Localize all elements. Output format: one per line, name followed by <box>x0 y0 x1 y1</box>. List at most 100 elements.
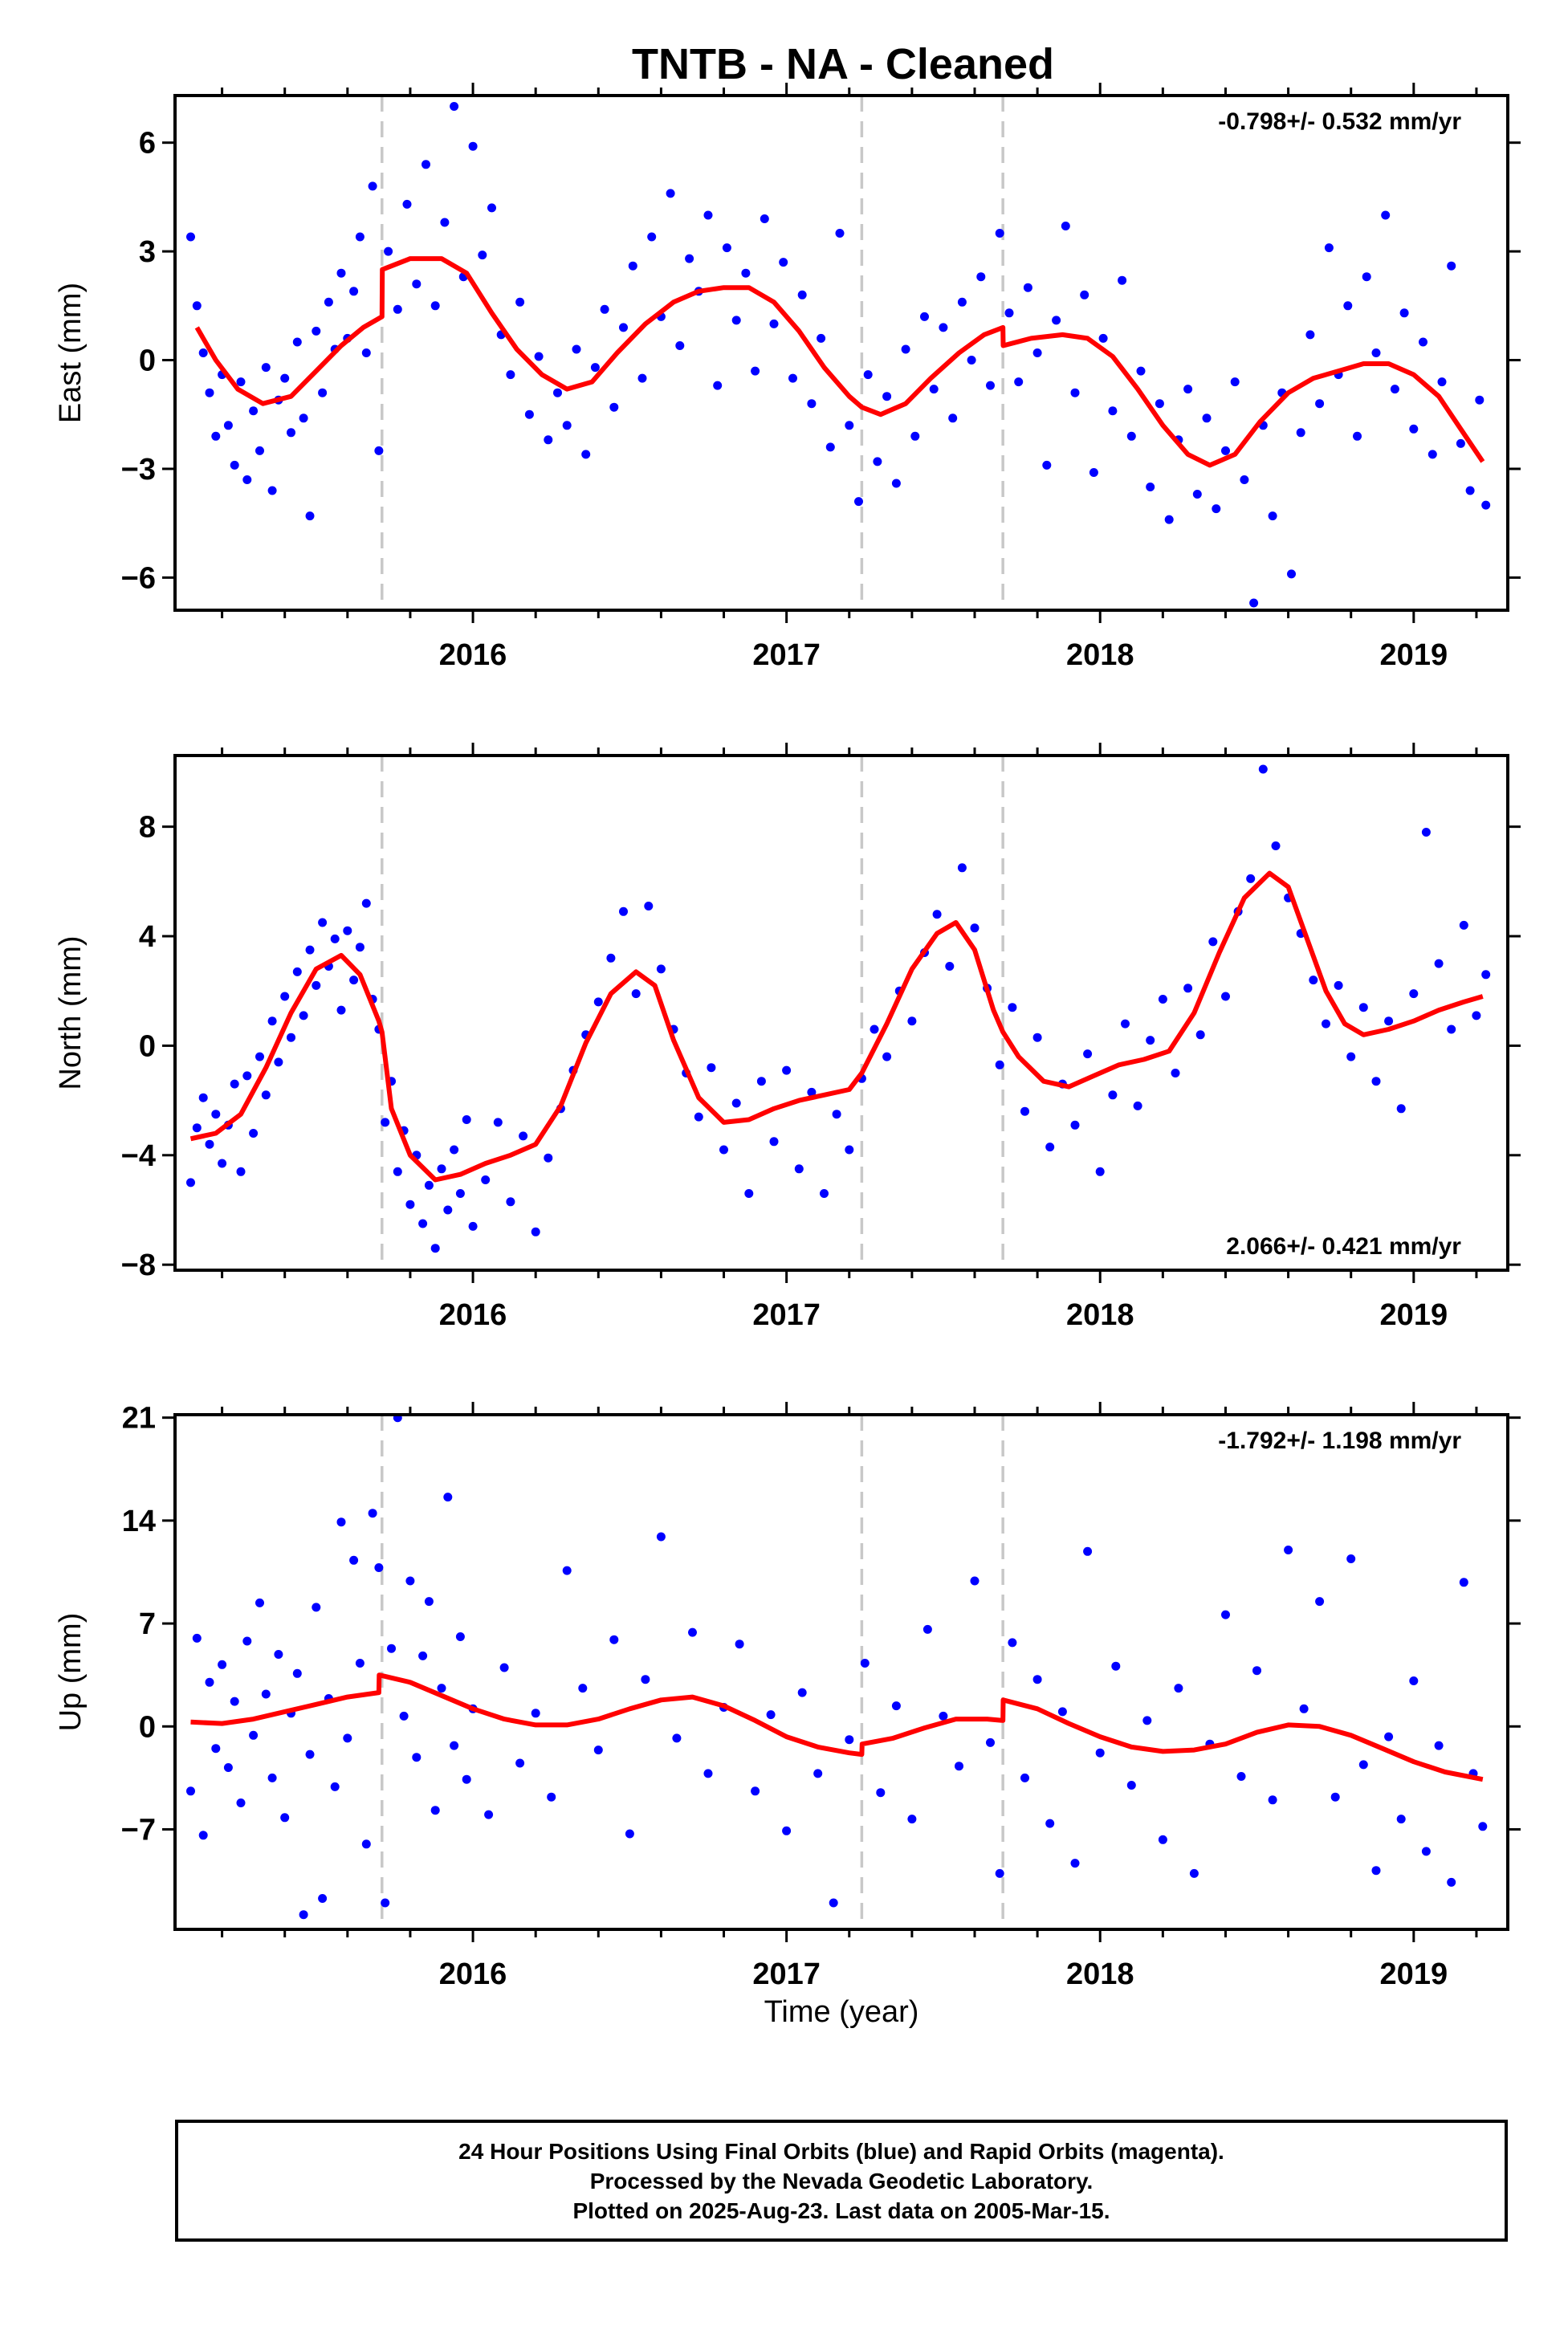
east-point-130 <box>1315 399 1325 409</box>
up-point-21 <box>318 1894 328 1903</box>
north-point-101 <box>1171 1069 1180 1077</box>
north-point-33 <box>393 1167 402 1176</box>
up-point-96 <box>1236 1772 1246 1781</box>
east-point-32 <box>393 304 402 314</box>
north-point-97 <box>1121 1019 1130 1029</box>
east-point-41 <box>478 251 487 260</box>
north-point-70 <box>782 1065 792 1075</box>
east-point-103 <box>1061 222 1070 230</box>
up-point-84 <box>1057 1707 1067 1717</box>
up-point-80 <box>1008 1638 1017 1648</box>
east-point-86 <box>901 344 910 354</box>
east-point-101 <box>1042 460 1052 470</box>
east-point-140 <box>1409 424 1419 434</box>
north-point-63 <box>694 1112 703 1122</box>
up-point-15 <box>280 1813 290 1823</box>
up-point-74 <box>922 1624 932 1634</box>
east-ytick-label-2: 0 <box>139 344 156 378</box>
up-point-0 <box>186 1786 195 1796</box>
north-point-114 <box>1334 980 1343 990</box>
north-point-49 <box>519 1131 528 1141</box>
up-point-54 <box>609 1635 619 1644</box>
up-point-88 <box>1111 1661 1121 1671</box>
north-point-58 <box>631 989 641 999</box>
up-ytick-label-1: 0 <box>139 1710 156 1744</box>
up-point-44 <box>462 1774 471 1784</box>
east-point-48 <box>544 435 553 445</box>
east-point-57 <box>628 261 637 271</box>
east-point-116 <box>1183 385 1193 394</box>
east-point-75 <box>797 290 807 299</box>
up-xtick-label-0: 2016 <box>439 1957 507 1991</box>
east-point-91 <box>948 413 958 423</box>
up-point-9 <box>242 1636 252 1646</box>
east-point-134 <box>1353 431 1362 441</box>
east-point-46 <box>524 409 534 419</box>
up-point-46 <box>484 1810 494 1819</box>
up-point-31 <box>381 1898 390 1908</box>
east-point-18 <box>299 413 308 423</box>
up-point-98 <box>1268 1795 1277 1805</box>
up-point-81 <box>1020 1773 1029 1782</box>
north-point-75 <box>845 1145 854 1155</box>
east-point-122 <box>1240 475 1249 484</box>
east-point-89 <box>929 385 939 394</box>
up-point-110 <box>1434 1741 1444 1750</box>
up-point-63 <box>751 1786 760 1796</box>
up-point-24 <box>336 1517 346 1527</box>
east-point-26 <box>349 287 359 296</box>
north-point-37 <box>418 1219 428 1228</box>
up-point-70 <box>860 1659 870 1668</box>
up-frame <box>173 1413 1509 1931</box>
east-point-68 <box>731 316 741 325</box>
east-point-120 <box>1221 446 1230 455</box>
up-point-35 <box>405 1576 415 1586</box>
east-point-105 <box>1080 290 1089 299</box>
north-point-2 <box>198 1093 208 1102</box>
up-point-51 <box>562 1566 572 1575</box>
up-point-101 <box>1315 1597 1325 1607</box>
east-point-100 <box>1032 348 1042 357</box>
up-ytick-label-4: 21 <box>122 1402 156 1436</box>
up-point-97 <box>1252 1666 1261 1676</box>
east-point-117 <box>1192 490 1202 499</box>
east-point-97 <box>1004 308 1014 318</box>
up-point-102 <box>1330 1792 1340 1802</box>
up-point-91 <box>1158 1835 1167 1844</box>
north-point-65 <box>719 1145 728 1155</box>
up-point-78 <box>986 1737 995 1747</box>
east-point-6 <box>223 421 233 430</box>
up-point-69 <box>845 1735 854 1745</box>
east-ytick-label-3: 3 <box>139 235 156 269</box>
east-point-135 <box>1362 272 1371 282</box>
panel-east: −6 −3 0 3 6 2016 2017 2018 2019 East (mm) -0.798+/… <box>54 83 1521 672</box>
east-point-34 <box>412 279 422 289</box>
east-model-curve <box>194 256 1485 468</box>
up-point-62 <box>735 1640 744 1649</box>
north-point-48 <box>506 1197 515 1207</box>
up-xtick-label-2: 2018 <box>1066 1957 1134 1991</box>
up-point-111 <box>1447 1877 1456 1887</box>
east-point-139 <box>1399 308 1409 318</box>
east-point-118 <box>1202 413 1212 423</box>
east-point-92 <box>957 297 967 307</box>
east-point-54 <box>600 304 609 314</box>
east-point-62 <box>675 341 685 350</box>
east-xtick-label-1: 2017 <box>752 638 821 672</box>
east-point-76 <box>807 399 817 409</box>
north-point-60 <box>656 964 666 974</box>
up-point-41 <box>443 1493 453 1502</box>
east-point-8 <box>236 377 246 387</box>
north-point-47 <box>493 1118 503 1127</box>
east-point-4 <box>211 431 221 441</box>
north-point-115 <box>1346 1052 1356 1061</box>
north-point-109 <box>1271 841 1281 850</box>
east-point-71 <box>760 214 769 223</box>
east-point-38 <box>450 102 459 111</box>
north-point-120 <box>1409 989 1419 999</box>
north-point-9 <box>242 1071 252 1081</box>
east-point-112 <box>1146 483 1155 491</box>
east-point-83 <box>873 457 882 466</box>
north-point-69 <box>769 1137 779 1147</box>
north-y-axis-label: North (mm) <box>54 935 88 1090</box>
